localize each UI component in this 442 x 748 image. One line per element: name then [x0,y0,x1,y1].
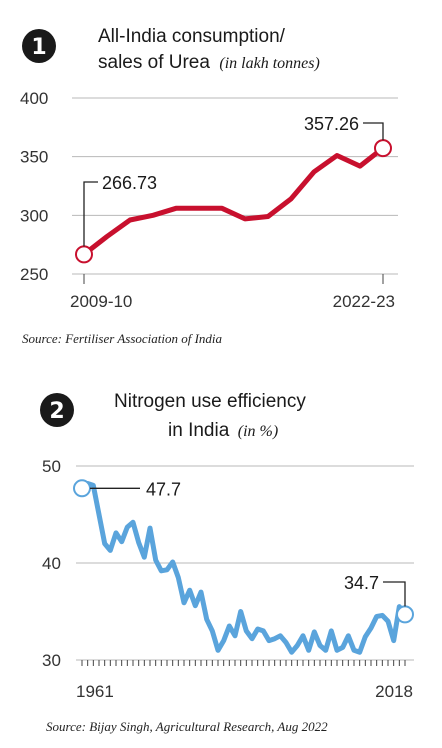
chart-1-annotation-end: 357.26 [304,114,359,134]
chart-2-x-axis: 1961 2018 [76,660,413,701]
badge-2 [40,393,74,427]
badge-2-label: 2 [49,399,64,424]
chart-2-title: Nitrogen use efficiency [114,391,306,412]
chart-1-marker-start [75,245,93,264]
chart-2-leader-end [383,581,406,607]
chart-1-leader-start [83,181,98,247]
chart-2-series-line [79,481,408,655]
chart-1-y-tick-300: 300 [20,206,48,225]
chart-2-title-line2: in India (in %) [168,420,278,441]
chart-2-marker-end [396,605,414,624]
chart-2-annotation-end: 34.7 [344,573,379,593]
chart-nitrogen: 2 Nitrogen use efficiency in India (in %… [40,391,414,734]
chart-1-x-tick-label-end: 2022-23 [333,292,395,311]
chart-1-y-ticks: 250 300 350 400 [20,89,48,284]
chart-2-title-line2-text: in India [168,420,230,441]
chart-2-source: Source: Bijay Singh, Agricultural Resear… [46,719,328,734]
chart-1-title-unit: (in lakh tonnes) [219,55,319,72]
chart-2-x-tick-label-start: 1961 [76,682,114,701]
badge-1 [22,29,56,63]
chart-2-y-tick-40: 40 [42,554,61,573]
chart-1-y-tick-350: 350 [20,148,48,167]
chart-1-title-line2: sales of Urea (in lakh tonnes) [98,52,320,73]
chart-1-marker-end [374,139,392,158]
chart-1-y-tick-250: 250 [20,265,48,284]
chart-1-y-tick-400: 400 [20,89,48,108]
chart-1-x-tick-label-start: 2009-10 [70,292,132,311]
chart-1-annotation-start: 266.73 [102,173,157,193]
chart-1-x-axis: 2009-10 2022-23 [70,274,395,311]
chart-1-annotations: 266.73 357.26 [75,114,392,264]
chart-2-y-ticks: 30 40 50 [42,457,61,670]
chart-2-marker-start [73,479,91,498]
chart-1-source: Source: Fertiliser Association of India [22,331,223,346]
chart-2-annotations: 47.7 34.7 [73,479,414,624]
chart-2-annotation-start: 47.7 [146,479,181,499]
chart-2-x-tick-label-end: 2018 [375,682,413,701]
chart-1-leader-end [363,122,384,141]
chart-1-title: All-India consumption/ [98,26,286,47]
chart-2-y-tick-30: 30 [42,651,61,670]
chart-2-title-unit: (in %) [238,423,278,440]
chart-1-series-line [81,145,386,257]
badge-1-label: 1 [31,35,46,60]
chart-2-grid [76,465,414,661]
chart-1-title-line2-text: sales of Urea [98,52,210,73]
chart-2-y-tick-50: 50 [42,457,61,476]
chart-urea: 1 All-India consumption/ sales of Urea (… [20,26,398,346]
